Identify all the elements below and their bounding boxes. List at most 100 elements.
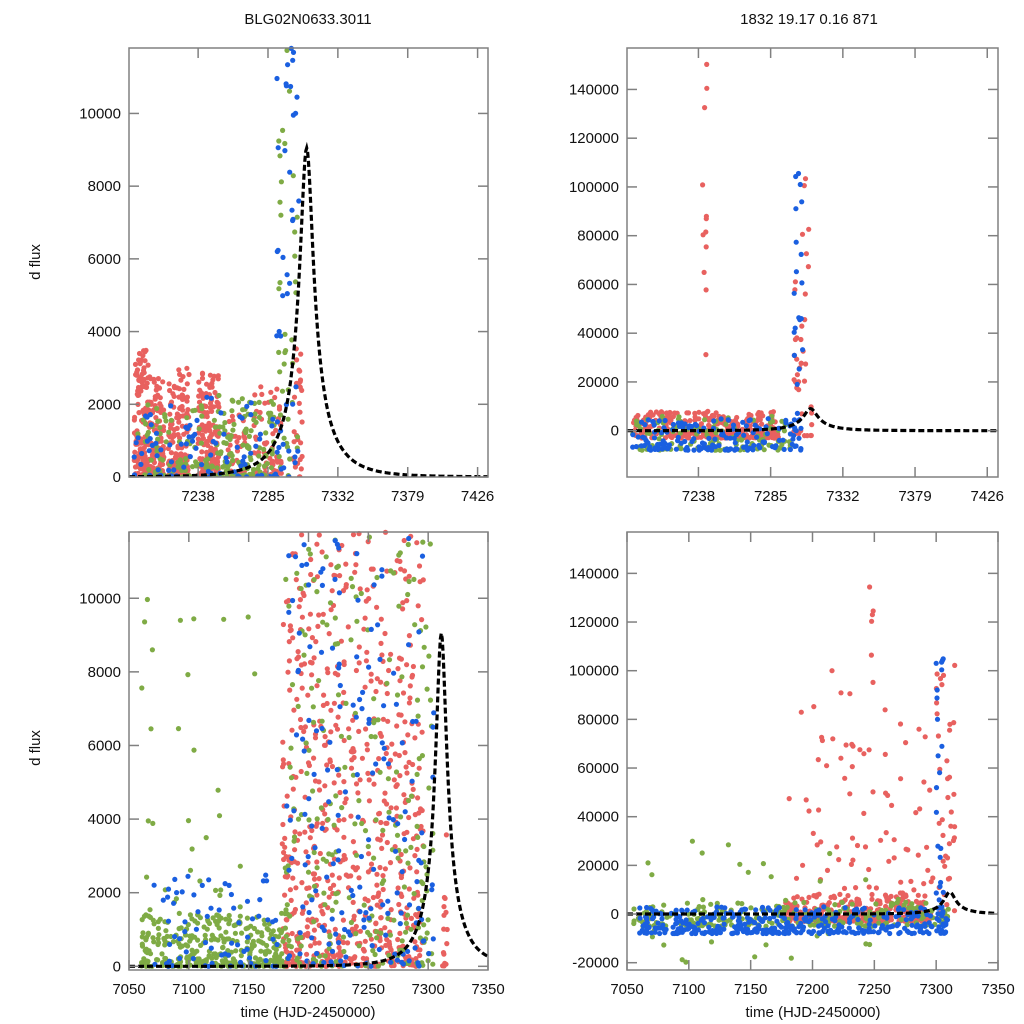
data-point (839, 899, 845, 906)
data-point (302, 862, 308, 868)
data-point (355, 814, 361, 820)
data-point (295, 649, 301, 655)
data-point (939, 904, 945, 910)
data-point (315, 623, 321, 630)
data-point (357, 586, 363, 592)
data-point (373, 761, 379, 767)
data-point (294, 947, 300, 953)
data-point (317, 850, 323, 857)
data-point (361, 626, 367, 632)
data-point (811, 893, 817, 899)
data-point (329, 763, 335, 770)
data-point (292, 253, 298, 259)
data-point (352, 821, 358, 827)
data-point (333, 931, 339, 937)
data-point (320, 820, 326, 827)
data-point (922, 893, 928, 899)
data-point (801, 183, 807, 189)
data-point (329, 645, 336, 651)
data-point (842, 775, 848, 781)
data-point (883, 790, 889, 796)
data-point (314, 816, 320, 822)
data-point (381, 745, 387, 751)
data-point (415, 925, 422, 931)
data-point (856, 925, 862, 931)
data-point (800, 347, 806, 353)
data-point (277, 199, 283, 205)
data-point (441, 951, 447, 957)
points-bottom-right (631, 584, 958, 965)
data-point (185, 943, 191, 949)
data-point (692, 924, 698, 931)
data-point (394, 832, 401, 838)
data-point (732, 440, 738, 446)
data-point (816, 930, 822, 936)
data-point (282, 925, 288, 931)
data-point (135, 431, 141, 437)
data-point (168, 933, 174, 940)
data-point (866, 926, 872, 932)
data-point (327, 885, 333, 892)
data-point (846, 925, 852, 931)
data-point (419, 830, 425, 836)
data-point (229, 413, 235, 419)
data-point (167, 442, 173, 448)
data-point (133, 440, 139, 446)
data-point (398, 910, 404, 916)
data-point (661, 443, 667, 449)
data-point (883, 830, 889, 836)
data-point (300, 904, 306, 910)
data-point (824, 763, 830, 769)
data-point (786, 796, 792, 802)
data-point (276, 406, 283, 412)
data-point (368, 936, 374, 942)
data-point (371, 781, 377, 787)
data-point (230, 398, 236, 404)
data-point (943, 920, 949, 926)
data-point (221, 440, 227, 446)
data-point (357, 777, 363, 783)
data-point (155, 925, 161, 932)
data-point (365, 770, 371, 777)
data-point (148, 422, 154, 428)
data-point (202, 939, 209, 946)
data-point (288, 83, 294, 90)
data-point (139, 450, 145, 457)
data-point (297, 831, 303, 837)
data-point (817, 878, 823, 884)
data-point (366, 534, 372, 540)
data-point (417, 947, 423, 953)
data-point (332, 576, 338, 583)
data-point (305, 869, 312, 875)
data-point (802, 176, 809, 182)
data-point (208, 905, 214, 911)
data-point (703, 244, 709, 250)
data-point (924, 844, 930, 850)
data-point (335, 641, 341, 647)
data-point (289, 855, 295, 862)
title-left: BLG02N0633.3011 (244, 11, 371, 28)
data-point (863, 877, 869, 883)
data-point (262, 949, 268, 955)
data-point (384, 839, 390, 846)
data-point (258, 384, 264, 390)
data-point (371, 720, 377, 726)
data-point (306, 582, 312, 588)
data-point (166, 467, 172, 473)
data-point (791, 329, 797, 335)
data-point (331, 882, 337, 888)
data-point (372, 734, 378, 740)
data-point (710, 929, 716, 936)
data-point (399, 959, 405, 966)
data-point (766, 928, 772, 934)
data-point (371, 696, 377, 702)
data-point (268, 465, 274, 471)
data-point (408, 844, 414, 851)
data-point (262, 921, 268, 927)
data-point (389, 741, 395, 747)
data-point (184, 394, 190, 400)
data-point (744, 439, 750, 445)
data-point (683, 959, 689, 965)
data-point (237, 913, 243, 919)
data-point (939, 927, 945, 934)
